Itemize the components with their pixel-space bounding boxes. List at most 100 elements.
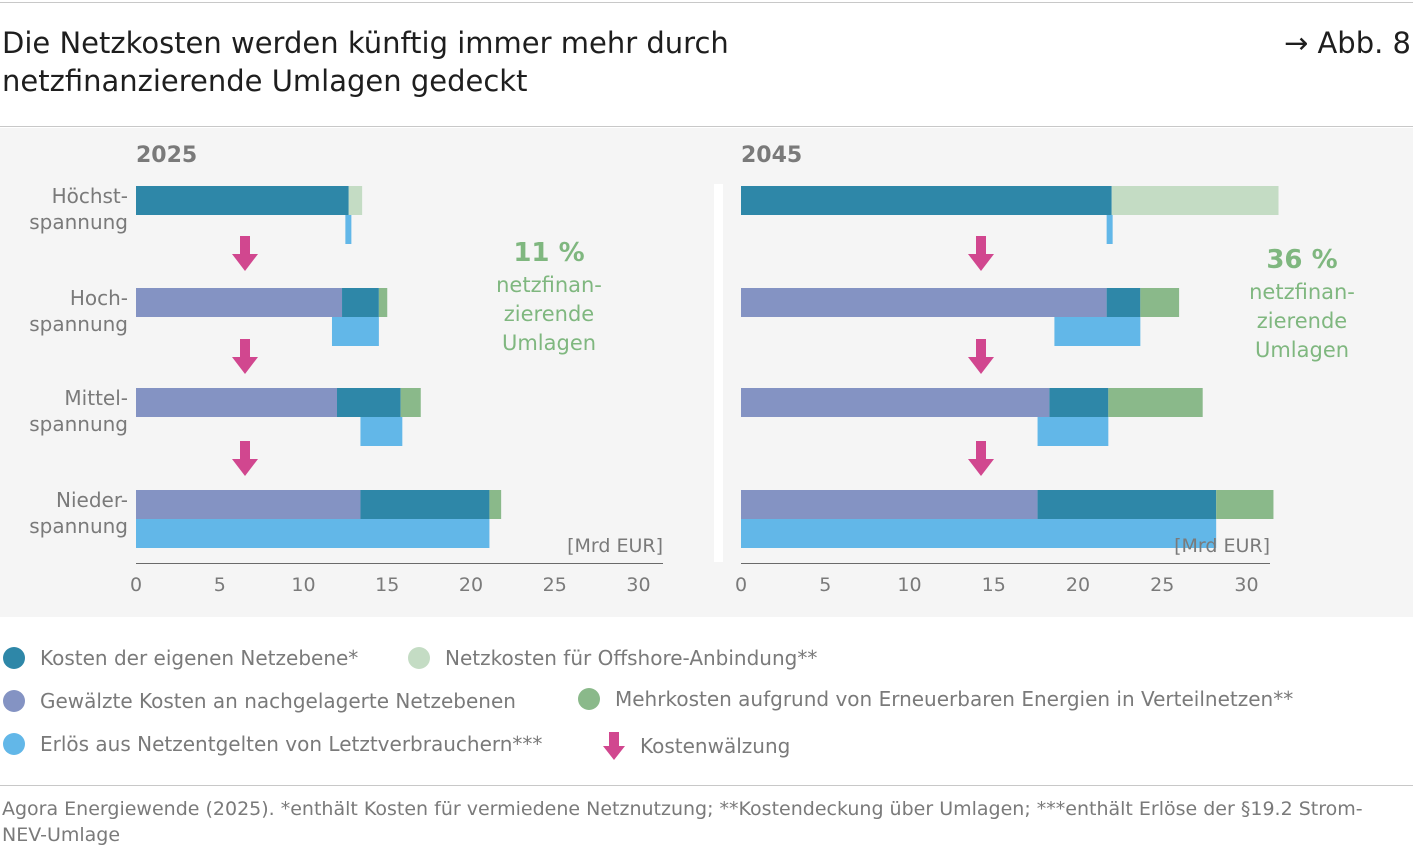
bar-2025-row-1-own_level <box>342 288 379 317</box>
bar-2045-row-1-revenue <box>1054 317 1141 346</box>
down-arrow-icon-2045-2 <box>968 441 994 476</box>
x-tick-label-2025-5: 5 <box>214 574 226 596</box>
x-tick-label-2045-30: 30 <box>1234 574 1258 596</box>
bar-2045-row-1-own_level <box>1106 288 1141 317</box>
bar-2025-row-3-renewables_extra <box>489 490 502 519</box>
bar-2045-row-2-renewables_extra <box>1108 388 1203 417</box>
source-line-1: Agora Energiewende (2025). *enthält Kost… <box>2 798 1363 820</box>
down-arrow-icon-2045-0 <box>968 236 994 271</box>
bar-2025-row-1-rolled_over <box>136 288 343 317</box>
category-label-2-line-2: spannung <box>29 412 128 436</box>
x-tick-label-2045-25: 25 <box>1150 574 1174 596</box>
source-line-2: NEV-Umlage <box>2 824 121 846</box>
bar-2025-row-0-revenue <box>345 215 352 244</box>
category-label-3-line-1: Nieder- <box>56 488 128 512</box>
legend-item-arrow: Kostenwälzung <box>603 731 790 761</box>
bar-2045-row-0-own_level <box>741 186 1112 215</box>
chart-area: 2025Höchst-spannungHoch-spannungMittel-s… <box>29 143 1355 596</box>
legend-swatch-own-level <box>3 647 25 669</box>
category-label-1-line-2: spannung <box>29 312 128 336</box>
x-tick-label-2025-30: 30 <box>626 574 650 596</box>
bar-2045-row-2-revenue <box>1037 417 1109 446</box>
legend-label-revenue: Erlös aus Netzentgelten von Letztverbrau… <box>40 732 543 756</box>
category-label-0-line-2: spannung <box>29 210 128 234</box>
unit-label-2025: [Mrd EUR] <box>567 535 663 557</box>
legend-item-rolled-over: Gewälzte Kosten an nachgelagerte Netzebe… <box>3 686 516 716</box>
legend-item-renewables-extra: Mehrkosten aufgrund von Erneuerbaren Ene… <box>578 684 1293 714</box>
legend-item-offshore: Netzkosten für Offshore-Anbindung** <box>408 643 817 673</box>
down-arrow-icon <box>603 732 625 760</box>
bar-2025-row-3-revenue <box>136 519 490 548</box>
figure-reference: → Abb. 8 <box>1283 26 1411 60</box>
legend-swatch-revenue <box>3 733 25 755</box>
legend-label-arrow: Kostenwälzung <box>640 734 791 758</box>
bar-2045-row-0-offshore <box>1111 186 1279 215</box>
down-arrow-icon-2045-1 <box>968 339 994 374</box>
bar-2045-row-1-rolled_over <box>741 288 1107 317</box>
bar-2025-row-0-own_level <box>136 186 349 215</box>
title-line-2: netzfinanzierende Umlagen gedeckt <box>2 64 528 98</box>
x-tick-label-2045-20: 20 <box>1066 574 1090 596</box>
bar-2025-row-2-rolled_over <box>136 388 337 417</box>
chart-title: Die Netzkosten werden künftig immer mehr… <box>2 24 1002 100</box>
down-arrow-icon-2025-1 <box>232 339 258 374</box>
annotation-line-3-2045: Umlagen <box>1255 338 1349 362</box>
bar-2025-row-1-revenue <box>331 317 379 346</box>
category-label-0-line-1: Höchst- <box>52 184 128 208</box>
legend-label-offshore: Netzkosten für Offshore-Anbindung** <box>445 646 818 670</box>
bar-2045-row-3-own_level <box>1037 490 1217 519</box>
panel-title-2045: 2045 <box>741 143 802 168</box>
bar-2045-row-3-revenue <box>741 519 1217 548</box>
title-line-1: Die Netzkosten werden künftig immer mehr… <box>2 26 729 60</box>
legend-label-own-level: Kosten der eigenen Netzebene* <box>40 646 359 670</box>
annotation-line-1-2045: netzfinan- <box>1249 280 1355 304</box>
x-tick-label-2045-10: 10 <box>897 574 921 596</box>
annotation-line-1-2025: netzfinan- <box>496 273 602 297</box>
bar-2025-row-0-offshore <box>348 186 363 215</box>
bar-2045-row-3-rolled_over <box>741 490 1038 519</box>
x-tick-label-2045-15: 15 <box>982 574 1006 596</box>
bar-2025-row-3-rolled_over <box>136 490 361 519</box>
x-tick-label-2025-15: 15 <box>375 574 399 596</box>
bar-2045-row-2-rolled_over <box>741 388 1050 417</box>
x-tick-label-2045-5: 5 <box>819 574 831 596</box>
bar-2025-row-3-own_level <box>360 490 490 519</box>
x-tick-label-2025-20: 20 <box>459 574 483 596</box>
category-label-3-line-2: spannung <box>29 514 128 538</box>
source-note: Agora Energiewende (2025). *enthält Kost… <box>2 796 1402 848</box>
legend-swatch-renewables-extra <box>578 688 600 710</box>
annotation-line-3-2025: Umlagen <box>502 331 596 355</box>
bar-2025-row-2-renewables_extra <box>400 388 421 417</box>
panel-divider <box>714 184 723 562</box>
category-label-1-line-1: Hoch- <box>70 286 128 310</box>
bar-2045-row-2-own_level <box>1049 388 1109 417</box>
bar-2045-row-1-renewables_extra <box>1140 288 1180 317</box>
bar-2045-row-3-renewables_extra <box>1216 490 1274 519</box>
bar-2025-row-2-revenue <box>360 417 403 446</box>
bar-2045-row-0-revenue <box>1106 215 1113 244</box>
annotation-line-2-2045: zierende <box>1257 309 1347 333</box>
bar-2025-row-2-own_level <box>337 388 401 417</box>
down-arrow-icon-2025-2 <box>232 441 258 476</box>
annotation-line-2-2025: zierende <box>504 302 594 326</box>
x-tick-label-2025-0: 0 <box>130 574 142 596</box>
category-label-2-line-1: Mittel- <box>64 386 128 410</box>
down-arrow-icon-2025-0 <box>232 236 258 271</box>
annotation-value-2025: 11 % <box>513 238 584 268</box>
header-rule <box>0 126 1413 127</box>
bar-2025-row-1-renewables_extra <box>378 288 388 317</box>
legend-swatch-offshore <box>408 647 430 669</box>
unit-label-2045: [Mrd EUR] <box>1174 535 1270 557</box>
annotation-value-2045: 36 % <box>1266 245 1337 275</box>
legend-item-own-level: Kosten der eigenen Netzebene* <box>3 643 358 673</box>
legend-swatch-rolled-over <box>3 690 25 712</box>
x-tick-label-2045-0: 0 <box>735 574 747 596</box>
x-tick-label-2025-10: 10 <box>291 574 315 596</box>
panel-title-2025: 2025 <box>136 143 197 168</box>
x-tick-label-2025-25: 25 <box>543 574 567 596</box>
legend-label-renewables-extra: Mehrkosten aufgrund von Erneuerbaren Ene… <box>615 687 1294 711</box>
footer-rule <box>0 785 1413 786</box>
top-rule <box>0 2 1413 3</box>
legend-label-rolled-over: Gewälzte Kosten an nachgelagerte Netzebe… <box>40 689 516 713</box>
legend-item-revenue: Erlös aus Netzentgelten von Letztverbrau… <box>3 729 542 759</box>
